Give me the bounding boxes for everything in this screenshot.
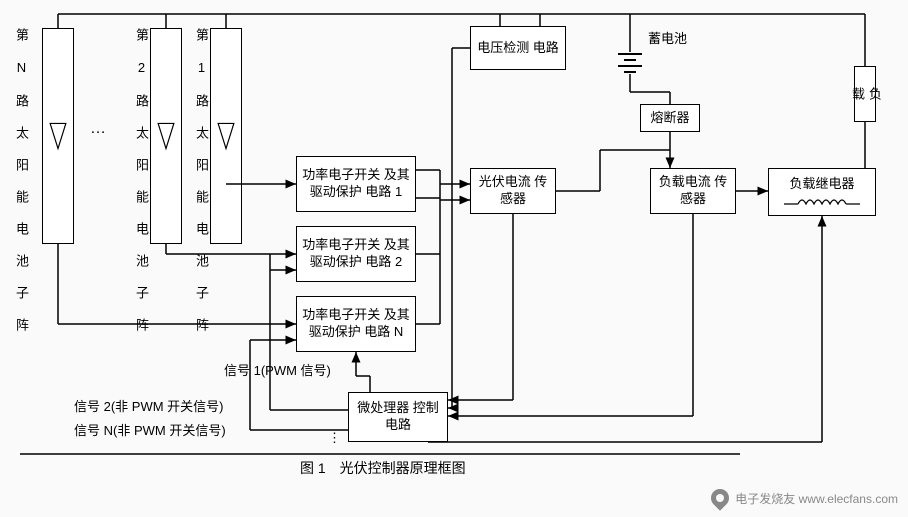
voltage-detect: 电压检测 电路 [470, 26, 566, 70]
signal-1-label: 信号 1(PWM 信号) [224, 360, 331, 379]
load-block: 负 载 [854, 66, 876, 122]
watermark-text: 电子发烧友 www.elecfans.com [735, 490, 898, 507]
battery-icon [610, 42, 650, 82]
power-switch-n: 功率电子开关 及其驱动保护 电路 N [296, 296, 416, 352]
power-switch-1: 功率电子开关 及其驱动保护 电路 1 [296, 156, 416, 212]
relay-coil-icon [782, 194, 862, 208]
power-switch-2-label: 功率电子开关 及其驱动保护 电路 2 [301, 237, 411, 271]
fuse: 熔断器 [640, 104, 700, 132]
mcu-control: 微处理器 控制电路 [348, 392, 448, 442]
signal-n-label: 信号 N(非 PWM 开关信号) [74, 420, 226, 439]
solar-2-outer-label: 第 2 路 太 阳 能 电 池 子 阵 [132, 28, 151, 333]
load-current-sensor-label: 负载电流 传感器 [655, 174, 731, 208]
solar-array-1 [210, 28, 242, 244]
solar-ellipsis: … [90, 120, 106, 138]
power-switch-1-label: 功率电子开关 及其驱动保护 电路 1 [301, 167, 411, 201]
pv-current-sensor-label: 光伏电流 传感器 [475, 174, 551, 208]
solar-1-outer-label: 第 1 路 太 阳 能 电 池 子 阵 [192, 28, 211, 333]
pv-current-sensor: 光伏电流 传感器 [470, 168, 556, 214]
watermark-icon [708, 485, 733, 510]
load-relay: 负载继电器 [768, 168, 876, 216]
figure-caption: 图 1 光伏控制器原理框图 [300, 458, 466, 478]
voltage-detect-label: 电压检测 电路 [477, 40, 559, 57]
signal-2-label: 信号 2(非 PWM 开关信号) [74, 396, 224, 415]
solar-n-outer-label: 第 N 路 太 阳 能 电 池 子 阵 [12, 28, 31, 333]
battery-label: 蓄电池 [648, 28, 687, 47]
signal-n-dots: ⋮ [328, 430, 341, 446]
load-current-sensor: 负载电流 传感器 [650, 168, 736, 214]
solar-array-n [42, 28, 74, 244]
load-relay-label: 负载继电器 [789, 176, 854, 193]
load-block-label: 负 载 [848, 71, 882, 117]
power-switch-2: 功率电子开关 及其驱动保护 电路 2 [296, 226, 416, 282]
fuse-label: 熔断器 [650, 110, 689, 127]
power-switch-n-label: 功率电子开关 及其驱动保护 电路 N [301, 307, 411, 341]
solar-array-2 [150, 28, 182, 244]
mcu-control-label: 微处理器 控制电路 [353, 400, 443, 434]
watermark: 电子发烧友 www.elecfans.com [711, 489, 898, 507]
